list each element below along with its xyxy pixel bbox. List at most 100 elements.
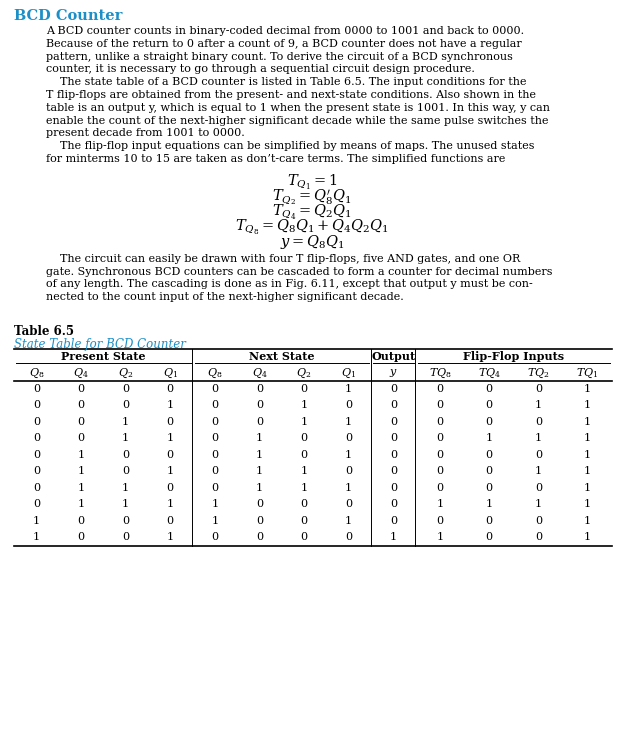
Text: 0: 0	[167, 450, 173, 460]
Text: Next State: Next State	[249, 351, 314, 362]
Text: 0: 0	[256, 417, 263, 427]
Text: 1: 1	[584, 417, 591, 427]
Text: 0: 0	[256, 532, 263, 542]
Text: 0: 0	[390, 433, 397, 443]
Text: 0: 0	[122, 516, 129, 526]
Text: 0: 0	[32, 400, 40, 410]
Text: 0: 0	[32, 417, 40, 427]
Text: 1: 1	[32, 516, 40, 526]
Text: 0: 0	[345, 466, 353, 476]
Text: $Q_2$: $Q_2$	[118, 367, 133, 380]
Text: pattern, unlike a straight binary count. To derive the circuit of a BCD synchron: pattern, unlike a straight binary count.…	[46, 51, 513, 62]
Text: Flip-Flop Inputs: Flip-Flop Inputs	[463, 351, 564, 362]
Text: 1: 1	[345, 483, 353, 493]
Text: $Q_1$: $Q_1$	[341, 367, 356, 380]
Text: 0: 0	[390, 417, 397, 427]
Text: 0: 0	[437, 450, 444, 460]
Text: 1: 1	[256, 450, 263, 460]
Text: 0: 0	[167, 384, 173, 394]
Text: 1: 1	[485, 433, 493, 443]
Text: $T_{Q_4} = Q_2Q_1$: $T_{Q_4} = Q_2Q_1$	[273, 203, 351, 221]
Text: 1: 1	[167, 499, 173, 509]
Text: 0: 0	[122, 466, 129, 476]
Text: 1: 1	[584, 400, 591, 410]
Text: 1: 1	[345, 384, 353, 394]
Text: 1: 1	[584, 450, 591, 460]
Text: gate. Synchronous BCD counters can be cascaded to form a counter for decimal num: gate. Synchronous BCD counters can be ca…	[46, 267, 552, 276]
Text: 0: 0	[535, 483, 542, 493]
Text: Present State: Present State	[61, 351, 145, 362]
Text: 0: 0	[256, 384, 263, 394]
Text: 1: 1	[77, 466, 84, 476]
Text: for minterms 10 to 15 are taken as don’t-care terms. The simplified functions ar: for minterms 10 to 15 are taken as don’t…	[46, 154, 505, 164]
Text: 1: 1	[584, 384, 591, 394]
Text: $T_{Q_8} = Q_8Q_1 + Q_4Q_2Q_1$: $T_{Q_8} = Q_8Q_1 + Q_4Q_2Q_1$	[235, 218, 389, 237]
Text: 0: 0	[535, 384, 542, 394]
Text: 0: 0	[212, 417, 218, 427]
Text: 1: 1	[256, 483, 263, 493]
Text: 1: 1	[535, 499, 542, 509]
Text: 1: 1	[77, 483, 84, 493]
Text: 0: 0	[212, 466, 218, 476]
Text: The circuit can easily be drawn with four T flip-flops, five AND gates, and one : The circuit can easily be drawn with fou…	[46, 254, 520, 264]
Text: 0: 0	[345, 499, 353, 509]
Text: $T_{Q_2} = Q_8'Q_1$: $T_{Q_2} = Q_8'Q_1$	[273, 188, 351, 207]
Text: 0: 0	[437, 483, 444, 493]
Text: 0: 0	[122, 450, 129, 460]
Text: 0: 0	[256, 516, 263, 526]
Text: 1: 1	[301, 466, 308, 476]
Text: 0: 0	[77, 417, 84, 427]
Text: of any length. The cascading is done as in Fig. 6.11, except that output y must : of any length. The cascading is done as …	[46, 279, 533, 290]
Text: 1: 1	[584, 466, 591, 476]
Text: BCD Counter: BCD Counter	[14, 9, 122, 23]
Text: 0: 0	[32, 384, 40, 394]
Text: 0: 0	[212, 384, 218, 394]
Text: $Q_8$: $Q_8$	[29, 367, 44, 380]
Text: 0: 0	[485, 466, 493, 476]
Text: 1: 1	[212, 516, 218, 526]
Text: 1: 1	[122, 433, 129, 443]
Text: 1: 1	[167, 532, 173, 542]
Text: 1: 1	[390, 532, 397, 542]
Text: 0: 0	[32, 466, 40, 476]
Text: 0: 0	[535, 417, 542, 427]
Text: 0: 0	[32, 433, 40, 443]
Text: 0: 0	[437, 433, 444, 443]
Text: counter, it is necessary to go through a sequential circuit design procedure.: counter, it is necessary to go through a…	[46, 65, 475, 75]
Text: 0: 0	[390, 466, 397, 476]
Text: $Q_4$: $Q_4$	[251, 367, 267, 380]
Text: 0: 0	[485, 450, 493, 460]
Text: 1: 1	[77, 499, 84, 509]
Text: The state table of a BCD counter is listed in Table 6.5. The input conditions fo: The state table of a BCD counter is list…	[46, 77, 527, 87]
Text: 0: 0	[390, 400, 397, 410]
Text: 1: 1	[301, 400, 308, 410]
Text: present decade from 1001 to 0000.: present decade from 1001 to 0000.	[46, 128, 245, 139]
Text: 1: 1	[122, 499, 129, 509]
Text: 0: 0	[77, 400, 84, 410]
Text: 0: 0	[122, 400, 129, 410]
Text: $TQ_8$: $TQ_8$	[429, 367, 452, 380]
Text: 0: 0	[485, 483, 493, 493]
Text: 1: 1	[167, 400, 173, 410]
Text: 0: 0	[301, 384, 308, 394]
Text: 1: 1	[584, 532, 591, 542]
Text: 0: 0	[485, 417, 493, 427]
Text: 1: 1	[167, 466, 173, 476]
Text: 0: 0	[256, 499, 263, 509]
Text: 1: 1	[77, 450, 84, 460]
Text: 0: 0	[535, 450, 542, 460]
Text: 0: 0	[345, 532, 353, 542]
Text: 1: 1	[535, 400, 542, 410]
Text: 0: 0	[32, 483, 40, 493]
Text: 0: 0	[437, 466, 444, 476]
Text: 0: 0	[212, 450, 218, 460]
Text: 1: 1	[584, 516, 591, 526]
Text: 1: 1	[256, 433, 263, 443]
Text: $Q_4$: $Q_4$	[73, 367, 89, 380]
Text: 0: 0	[437, 384, 444, 394]
Text: 0: 0	[535, 532, 542, 542]
Text: 0: 0	[77, 532, 84, 542]
Text: 1: 1	[32, 532, 40, 542]
Text: Output: Output	[371, 351, 416, 362]
Text: 1: 1	[345, 450, 353, 460]
